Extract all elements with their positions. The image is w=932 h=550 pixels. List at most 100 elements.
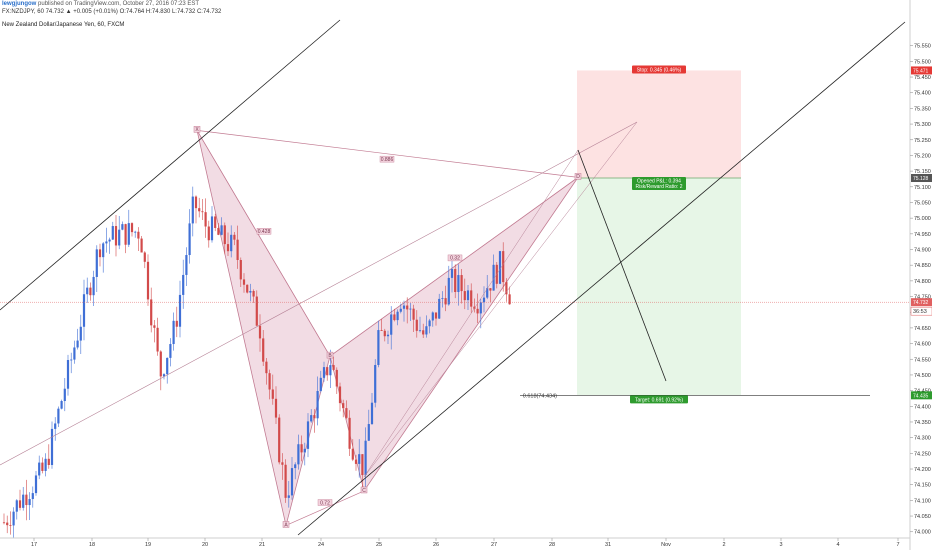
- candle-down: [434, 312, 438, 319]
- pattern-xab: [196, 130, 331, 526]
- candle-down: [207, 226, 210, 241]
- candle-down: [454, 269, 457, 293]
- candle-up: [210, 216, 214, 241]
- candle-down: [217, 227, 220, 235]
- candle-up: [438, 298, 441, 319]
- candle-down: [383, 330, 386, 337]
- projection-line: [577, 149, 667, 382]
- harmonic-pattern: [196, 129, 579, 526]
- price-tick-label: 75.250: [914, 138, 931, 144]
- price-tick-label: 75.500: [914, 59, 931, 65]
- price-axis: 75.550 75.500 75.450 75.400 75.350 75.300 75.2…: [909, 0, 932, 550]
- candle-down: [284, 464, 287, 498]
- candle-down: [262, 338, 265, 362]
- candle-down: [361, 454, 364, 476]
- time-tick-label: 31: [605, 542, 611, 548]
- ohlc-values: O:74.764 H:74.830 L:74.732 C:74.732: [119, 9, 222, 15]
- candle-down: [258, 325, 262, 339]
- time-tick-label: 4: [836, 542, 839, 548]
- publisher-username[interactable]: lewgjungow: [2, 1, 37, 7]
- ratio-label: 0.428: [258, 229, 271, 235]
- candle-down: [194, 196, 198, 209]
- price-tick-label: 74.350: [914, 420, 931, 426]
- candle-up: [287, 495, 290, 498]
- candle-up: [294, 464, 297, 469]
- candle-down: [150, 299, 153, 326]
- candle-down: [156, 327, 159, 352]
- candle-down: [98, 249, 102, 258]
- candle-up: [303, 448, 306, 453]
- candle-timer-box: [910, 306, 932, 316]
- candle-down: [345, 408, 348, 418]
- candle-up: [15, 500, 18, 512]
- candle-down: [242, 279, 246, 285]
- candle-down: [508, 294, 511, 305]
- candle-down: [505, 282, 508, 295]
- candle-down: [278, 417, 281, 463]
- candle-up: [185, 255, 188, 275]
- pattern-point-c: C: [362, 488, 366, 494]
- candle-down: [214, 216, 217, 228]
- candle-down: [335, 369, 338, 387]
- candle-up: [310, 415, 313, 422]
- price-tick-label: 74.250: [914, 451, 931, 457]
- candle-timer: 36:53: [913, 309, 927, 315]
- candle-up: [102, 243, 105, 258]
- candle-down: [470, 290, 473, 307]
- candle-down: [2, 522, 6, 524]
- candle-up: [358, 454, 361, 464]
- candle-up: [329, 365, 332, 376]
- candle-up: [482, 297, 486, 303]
- candle-up: [92, 276, 95, 296]
- candle-up: [50, 428, 54, 465]
- price-tick-label: 74.000: [914, 530, 931, 536]
- pattern-point-d: D: [576, 174, 580, 180]
- candle-up: [441, 298, 444, 299]
- stop-label: Stop: 0.345 (0.46%): [637, 67, 682, 73]
- pattern-ac-line: [285, 490, 365, 526]
- candle-down: [380, 330, 383, 331]
- candle-up: [111, 226, 114, 240]
- time-tick-label: 26: [433, 542, 439, 548]
- pattern-point-a-box: [282, 521, 290, 528]
- candle-up: [188, 223, 191, 256]
- candle-up: [162, 374, 166, 377]
- candle-up: [54, 423, 57, 429]
- price-tick-label: 74.550: [914, 357, 931, 363]
- time-tick-label: 7: [896, 542, 899, 548]
- price-tick-label: 75.100: [914, 185, 931, 191]
- candle-up: [428, 320, 431, 327]
- entry-price-tag: 75.128: [913, 176, 929, 182]
- target-label: Target: 0.691 (0.92%): [635, 397, 683, 403]
- candle-down: [351, 448, 354, 460]
- candle-up: [70, 359, 73, 361]
- candle-up: [399, 308, 402, 312]
- candle-down: [47, 458, 50, 465]
- candle-down: [326, 367, 329, 376]
- candle-down: [342, 403, 345, 409]
- candle-up: [66, 360, 70, 389]
- opened-label-box: [632, 177, 686, 191]
- candles: [2, 186, 511, 538]
- candle-down: [415, 319, 418, 331]
- candle-up: [220, 225, 223, 235]
- candle-up: [134, 231, 137, 233]
- candle-down: [473, 306, 476, 309]
- price-tick-label: 74.600: [914, 342, 931, 348]
- ticker: FX:NZDJPY, 60: [2, 9, 44, 15]
- candle-down: [6, 522, 9, 526]
- candle-up: [374, 364, 377, 403]
- candle-up: [22, 494, 25, 508]
- candle-up: [370, 402, 374, 425]
- fib-level-label: 0.618(74.434): [523, 393, 557, 399]
- candle-up: [306, 421, 310, 449]
- candle-down: [332, 365, 335, 370]
- time-tick-label: 27: [491, 542, 497, 548]
- stop-zone: [577, 70, 741, 179]
- price-tick-label: 75.400: [914, 91, 931, 97]
- candle-down: [233, 234, 236, 240]
- candle-down: [476, 308, 479, 314]
- price-tick-label: 74.800: [914, 279, 931, 285]
- wedge-inner-line: [363, 149, 579, 478]
